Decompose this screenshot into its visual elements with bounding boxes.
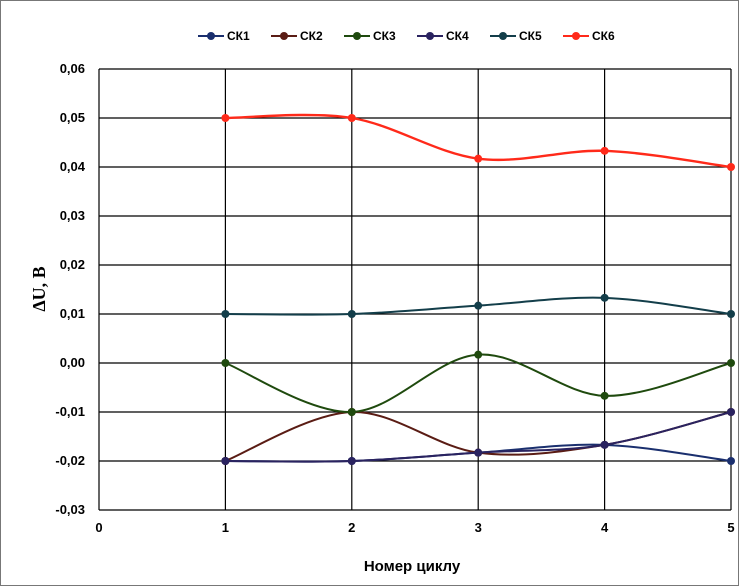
series-СК6 (221, 113, 735, 171)
y-tick-label: 0,02 (60, 257, 85, 272)
y-tick-label: 0,00 (60, 355, 85, 370)
legend: СК1 СК2 СК3 СК4 СК5 СК6 (198, 29, 615, 43)
legend-item: СК1 (198, 29, 250, 43)
data-point (474, 154, 483, 163)
y-tick-label: 0,03 (60, 208, 85, 223)
legend-label: СК6 (592, 29, 615, 43)
data-point (727, 457, 735, 465)
data-point (221, 359, 230, 367)
data-point (221, 114, 230, 122)
data-point (600, 391, 609, 400)
legend-item: СК6 (563, 29, 615, 43)
legend-label: СК4 (446, 29, 469, 43)
x-tick-label: 5 (727, 520, 734, 535)
legend-swatch-marker (426, 32, 434, 40)
x-tick-label: 2 (348, 520, 355, 535)
data-point (727, 310, 735, 318)
y-tick-label: -0,01 (55, 404, 85, 419)
x-tick-label: 3 (475, 520, 482, 535)
y-tick-label: 0,05 (60, 110, 85, 125)
y-tick-label: 0,06 (60, 61, 85, 76)
y-tick-label: -0,03 (55, 502, 85, 517)
y-tick-label: 0,04 (60, 159, 86, 174)
data-point (727, 359, 735, 367)
series-СК4 (221, 408, 735, 465)
data-point (347, 457, 356, 465)
data-point (347, 408, 356, 416)
legend-swatch-marker (280, 32, 288, 40)
x-tick-label: 4 (601, 520, 609, 535)
x-axis-title: Номер циклу (364, 558, 461, 575)
data-point (600, 146, 609, 155)
legend-swatch-marker (572, 32, 580, 40)
legend-item: СК3 (344, 29, 396, 43)
y-tick-label: -0,02 (55, 453, 85, 468)
legend-label: СК3 (373, 29, 396, 43)
series-СК5 (221, 293, 735, 318)
data-point (221, 457, 230, 465)
data-point (221, 310, 230, 318)
data-point (347, 310, 356, 318)
data-point (474, 448, 483, 457)
y-axis-title: ΔU, В (29, 266, 49, 311)
legend-swatch-marker (353, 32, 361, 40)
series-layer (221, 113, 735, 465)
data-point (474, 350, 483, 359)
legend-swatch-marker (499, 32, 507, 40)
data-point (727, 163, 735, 171)
data-point (347, 114, 356, 122)
x-tick-label: 0 (95, 520, 102, 535)
legend-swatch-marker (207, 32, 215, 40)
series-СК3 (221, 350, 735, 416)
legend-label: СК5 (519, 29, 542, 43)
legend-label: СК1 (227, 29, 250, 43)
data-point (600, 440, 609, 449)
y-tick-label: 0,01 (60, 306, 85, 321)
data-point (600, 293, 609, 302)
tick-layer: 0,06 0,05 0,04 0,03 0,02 0,01 0,00 -0,01 -0,02 -0… (55, 61, 734, 535)
x-tick-label: 1 (222, 520, 229, 535)
legend-item: СК4 (417, 29, 469, 43)
data-point (474, 301, 483, 310)
legend-label: СК2 (300, 29, 323, 43)
grid-layer (98, 68, 732, 511)
legend-item: СК2 (271, 29, 323, 43)
legend-item: СК5 (490, 29, 542, 43)
data-point (727, 408, 735, 416)
